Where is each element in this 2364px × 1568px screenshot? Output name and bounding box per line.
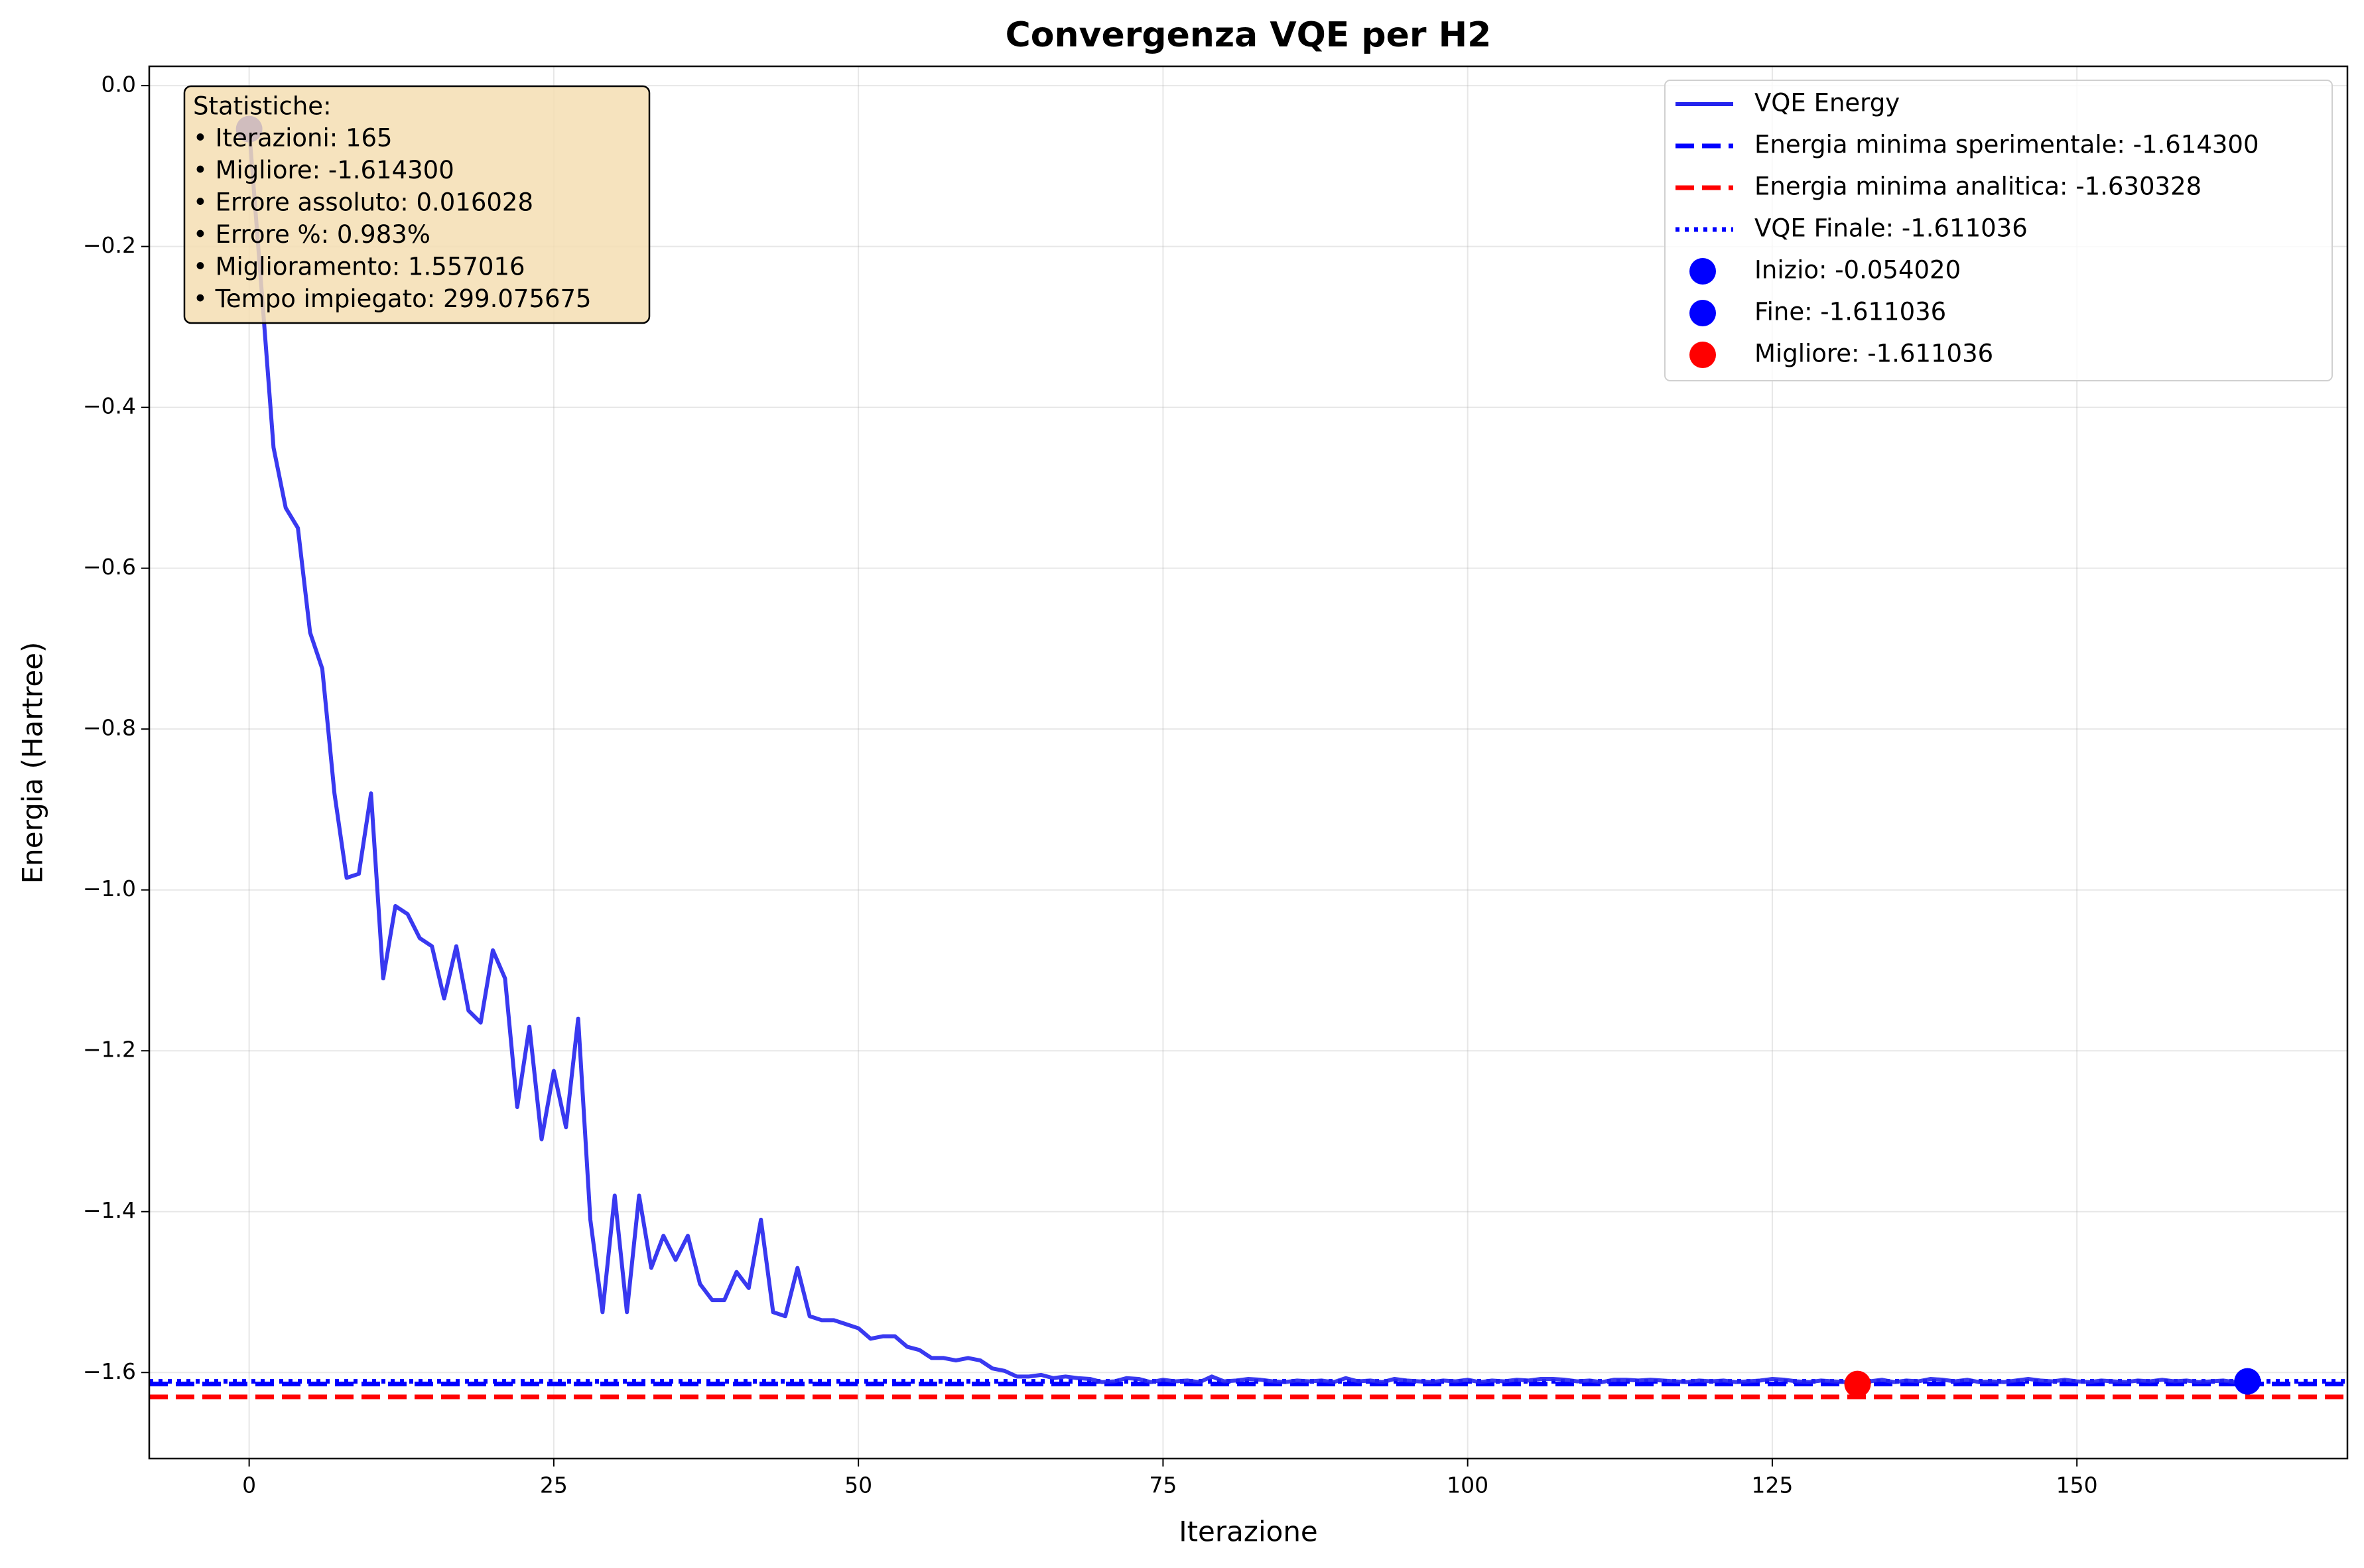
y-tick-label: −1.4 [83, 1197, 136, 1223]
legend-label: Energia minima sperimentale: -1.614300 [1754, 131, 2259, 159]
stats-line: • Errore %: 0.983% [193, 220, 430, 249]
x-tick-label: 50 [844, 1472, 872, 1498]
stats-line: • Tempo impiegato: 299.075675 [193, 285, 592, 313]
legend-handle [1689, 258, 1716, 285]
legend-handle [1689, 300, 1716, 326]
y-tick-label: −1.2 [83, 1037, 136, 1063]
legend-label: Energia minima analitica: -1.630328 [1754, 172, 2201, 201]
y-axis-label: Energia (Hartree) [17, 642, 49, 884]
y-tick-label: 0.0 [101, 72, 136, 98]
legend-handle [1689, 342, 1716, 368]
y-tick-label: −0.8 [83, 715, 136, 741]
legend-label: Fine: -1.611036 [1754, 298, 1946, 326]
chart-title: Convergenza VQE per H2 [1006, 15, 1492, 55]
marker [2234, 1368, 2261, 1395]
y-tick-label: −1.0 [83, 876, 136, 901]
marker [1844, 1370, 1871, 1398]
legend-label: Inizio: -0.054020 [1754, 256, 1961, 285]
x-tick-label: 75 [1149, 1472, 1177, 1498]
x-axis-label: Iterazione [1179, 1516, 1318, 1548]
plot-frame [148, 65, 2349, 1460]
stats-line: • Iterazioni: 165 [193, 124, 393, 153]
x-tick-label: 100 [1447, 1472, 1488, 1498]
x-tick-label: 25 [540, 1472, 568, 1498]
y-tick-label: −0.6 [83, 554, 136, 580]
legend-label: VQE Energy [1754, 89, 1900, 117]
stats-box [183, 85, 651, 324]
y-tick-label: −0.4 [83, 393, 136, 419]
x-tick-label: 150 [2056, 1472, 2098, 1498]
stats-line: • Migliore: -1.614300 [193, 156, 454, 184]
x-tick-label: 0 [242, 1472, 256, 1498]
series-line [247, 129, 2248, 1386]
legend-box [1664, 80, 2333, 381]
stats-line: • Errore assoluto: 0.016028 [193, 188, 533, 217]
y-tick-label: −0.2 [83, 232, 136, 258]
stats-title: Statistiche: [193, 92, 332, 121]
legend-label: VQE Finale: -1.611036 [1754, 214, 2028, 243]
legend-label: Migliore: -1.611036 [1754, 340, 1993, 368]
stats-line: • Miglioramento: 1.557016 [193, 253, 525, 281]
y-tick-label: −1.6 [83, 1358, 136, 1384]
x-tick-label: 125 [1751, 1472, 1793, 1498]
